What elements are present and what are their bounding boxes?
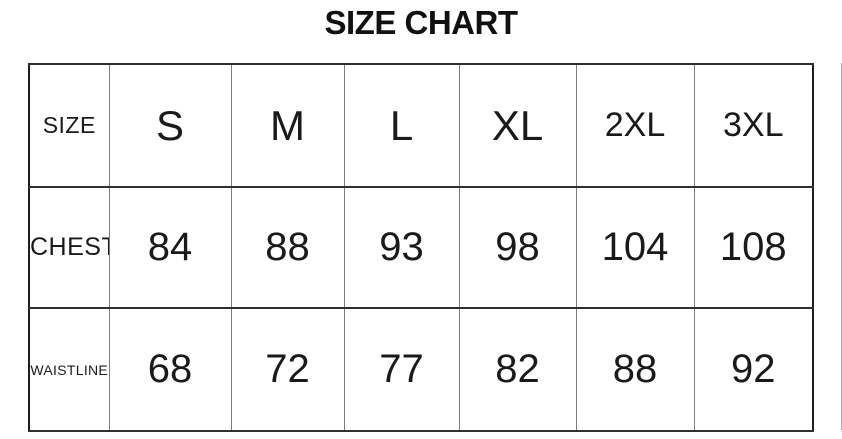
header-cell-2xl: 2XL (575, 63, 695, 188)
size-chart-table: SIZE S M L XL 2XL 3XL CHEST 84 88 93 98 … (28, 63, 814, 432)
header-cell-s: S (108, 63, 232, 188)
waistline-value-xl: 82 (458, 307, 577, 432)
chest-value-2xl: 104 (575, 186, 695, 309)
page-title: SIZE CHART (324, 4, 519, 41)
waistline-value-2xl: 88 (575, 307, 695, 432)
waistline-value-l: 77 (343, 307, 460, 432)
chest-value-xl: 98 (458, 186, 577, 309)
header-cell-3xl: 3XL (693, 63, 814, 188)
table-row-chest: CHEST 84 88 93 98 104 108 (28, 186, 814, 309)
chest-value-m: 88 (230, 186, 345, 309)
chest-value-3xl: 108 (693, 186, 814, 309)
waistline-value-3xl: 92 (693, 307, 814, 432)
table-row-header: SIZE S M L XL 2XL 3XL (28, 63, 814, 188)
row-label-waistline: WAISTLINE (28, 307, 110, 432)
waistline-value-m: 72 (230, 307, 345, 432)
header-cell-size-label: SIZE (28, 63, 110, 188)
row-label-chest: CHEST (28, 186, 110, 309)
chest-value-l: 93 (343, 186, 460, 309)
header-cell-xl: XL (458, 63, 577, 188)
table-row-waistline: WAISTLINE 68 72 77 82 88 92 (28, 307, 814, 432)
header-cell-l: L (343, 63, 460, 188)
chest-value-s: 84 (108, 186, 232, 309)
waistline-value-s: 68 (108, 307, 232, 432)
header-cell-m: M (230, 63, 345, 188)
